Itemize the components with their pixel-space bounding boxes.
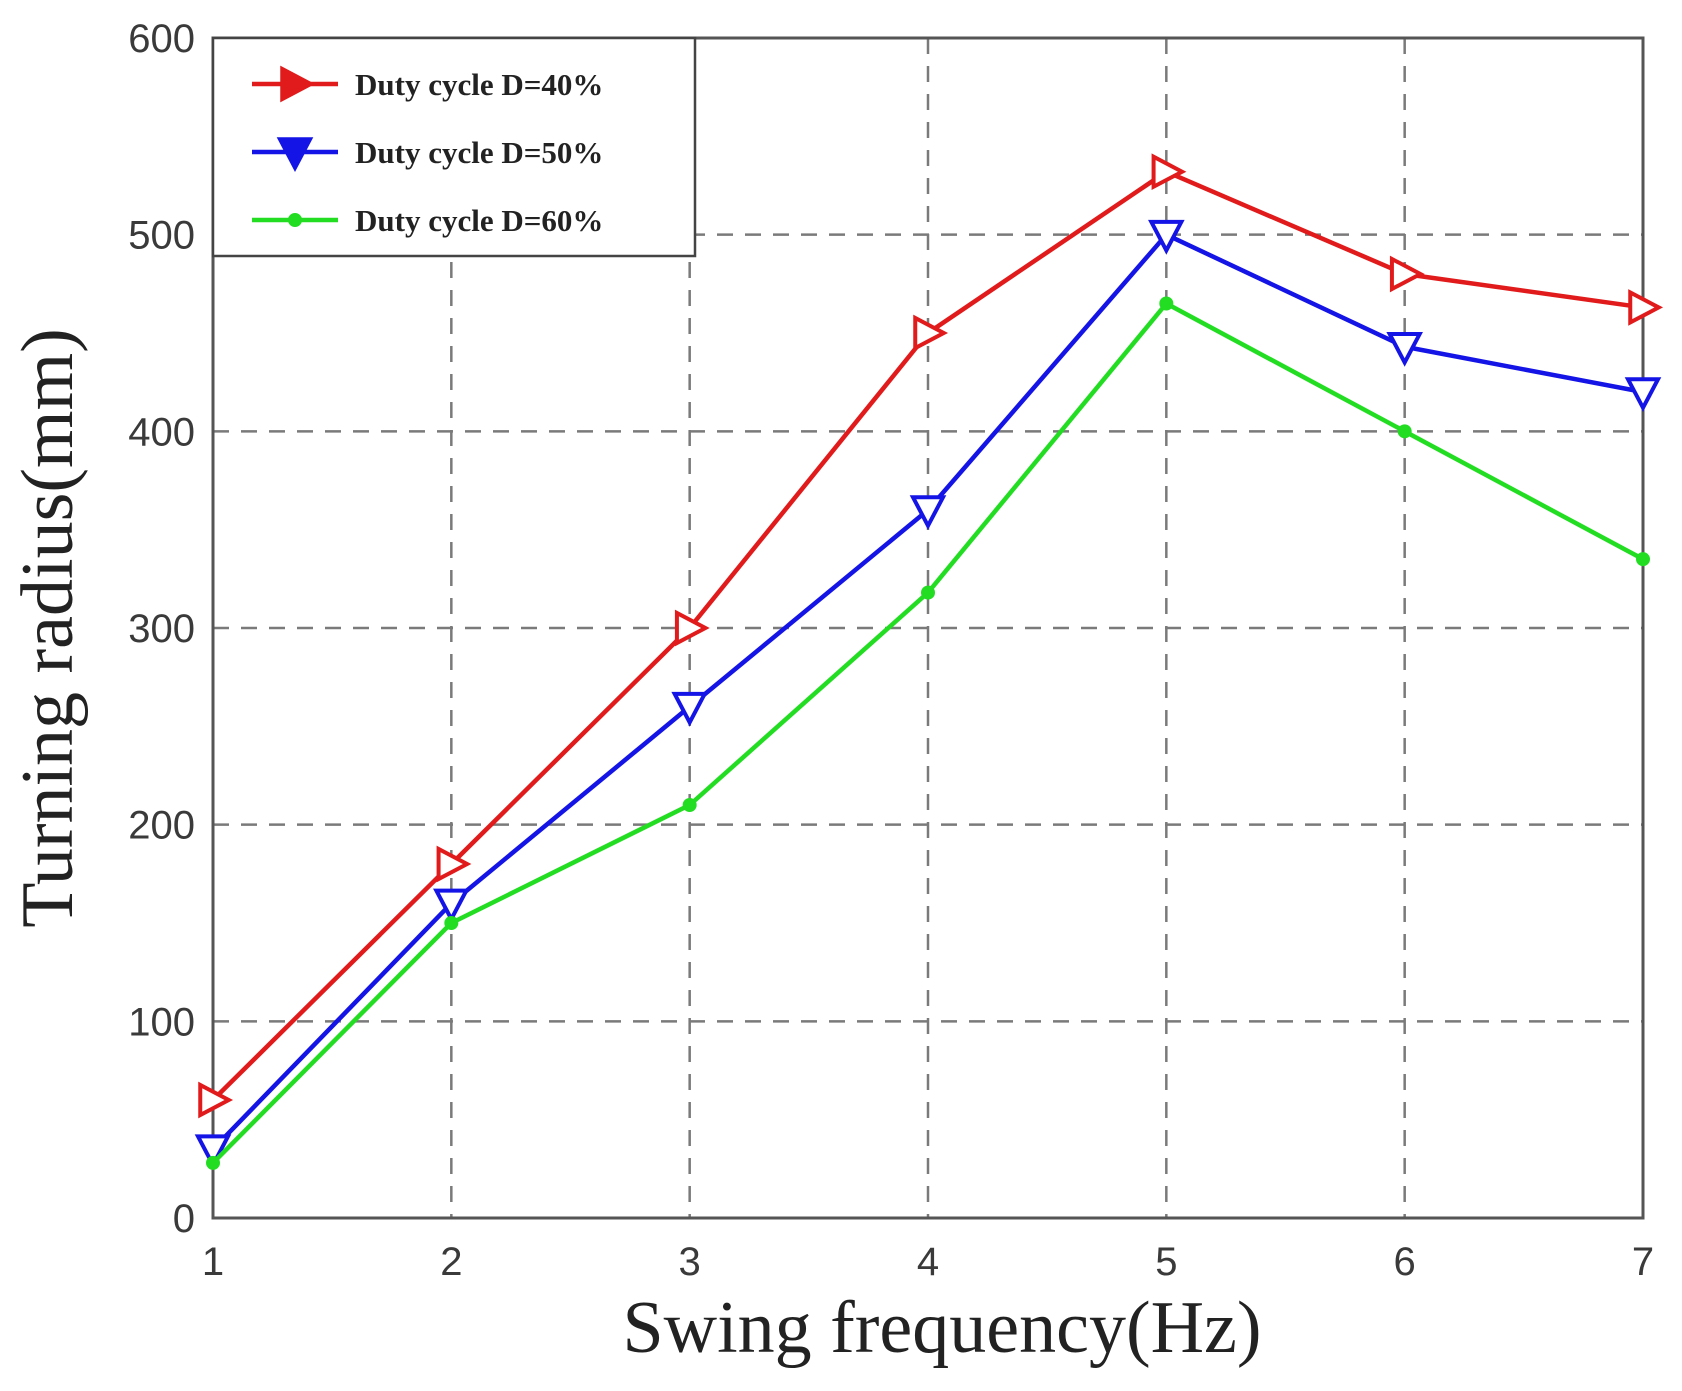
x-tick-label: 1 <box>202 1240 224 1284</box>
data-point-series-1 <box>198 1081 234 1119</box>
data-point-series-1 <box>1389 255 1425 293</box>
legend-marker-3 <box>288 213 302 227</box>
data-point-series-2 <box>1624 377 1662 413</box>
data-point-series-3 <box>921 585 935 600</box>
data-point-series-3 <box>206 1155 220 1170</box>
data-point-series-3 <box>1397 424 1412 439</box>
y-tick-label: 0 <box>173 1197 195 1241</box>
x-tick-label: 6 <box>1394 1240 1416 1284</box>
x-tick-label: 4 <box>917 1240 939 1284</box>
x-tick-label: 5 <box>1155 1240 1177 1284</box>
data-point-series-3 <box>444 916 459 930</box>
x-tick-label: 7 <box>1632 1240 1654 1284</box>
y-tick-label: 100 <box>128 1000 195 1044</box>
x-tick-label: 3 <box>679 1240 701 1284</box>
data-point-series-1 <box>1628 289 1664 326</box>
plot-area-frame <box>211 36 1645 1220</box>
data-point-series-2 <box>1148 219 1185 255</box>
y-axis-title: Turning radius(mm) <box>7 328 89 928</box>
y-tick-label: 600 <box>128 17 195 61</box>
legend: Duty cycle D=40% Duty cycle D=50% Duty cyc… <box>211 36 697 258</box>
tick-labels: 1 2 3 4 5 6 7 0 100 200 300 400 500 600 <box>128 17 1654 1284</box>
data-point-series-3 <box>1159 296 1174 311</box>
data-point-series-3 <box>1636 552 1650 567</box>
y-tick-label: 500 <box>128 214 195 258</box>
legend-marker-2 <box>276 137 314 173</box>
legend-marker-1 <box>280 65 316 103</box>
legend-label-3: Duty cycle D=60% <box>355 203 603 238</box>
x-tick-label: 2 <box>440 1240 462 1284</box>
data-point-series-1 <box>674 609 710 647</box>
data-point-series-2 <box>909 495 947 531</box>
data-point-series-1 <box>436 845 472 883</box>
data-point-series-2 <box>1386 332 1423 367</box>
data-point-series-1 <box>1151 153 1187 191</box>
data-point-series-2 <box>194 1134 232 1170</box>
x-axis-title: Swing frequency(Hz) <box>622 1287 1261 1369</box>
y-tick-label: 300 <box>128 607 195 651</box>
legend-label-2: Duty cycle D=50% <box>355 135 603 170</box>
data-point-series-3 <box>682 798 697 812</box>
data-point-series-1 <box>913 314 949 352</box>
data-point-series-2 <box>433 888 470 924</box>
series-layer <box>194 153 1664 1170</box>
legend-label-1: Duty cycle D=40% <box>355 67 603 102</box>
y-tick-label: 200 <box>128 804 195 848</box>
data-point-series-2 <box>671 691 708 727</box>
y-tick-label: 400 <box>128 410 195 454</box>
